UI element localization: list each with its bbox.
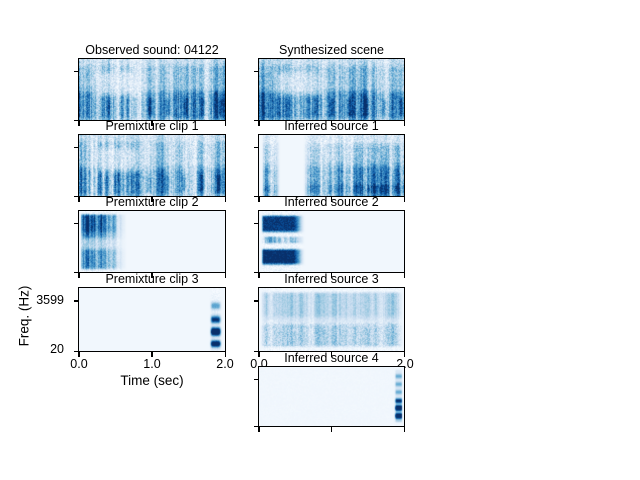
tick-mark (78, 352, 80, 357)
spectrogram-image (259, 367, 404, 426)
xtick-label-2.0: 2.0 (216, 357, 234, 371)
spectrogram-panel-inferred-source-2 (258, 210, 405, 273)
tick-mark (258, 121, 260, 126)
spectrogram-image (79, 211, 225, 272)
xtick-label-1.0: 1.0 (143, 357, 161, 371)
spectrogram-image (79, 59, 225, 120)
tick-mark (151, 352, 153, 357)
tick-mark (253, 378, 258, 380)
panel-title-inferred-source-3: Inferred source 3 (284, 272, 379, 286)
tick-mark (253, 146, 258, 149)
tick-mark (73, 222, 78, 225)
tick-mark (78, 273, 80, 278)
panel-title-premixture-clip-1: Premixture clip 1 (105, 119, 199, 133)
tick-mark (224, 352, 226, 357)
tick-mark (253, 119, 258, 121)
tick-mark (151, 121, 153, 126)
tick-mark (253, 195, 258, 197)
tick-mark (253, 271, 258, 273)
spectrogram-panel-observed-sound (78, 58, 226, 121)
tick-mark (253, 222, 258, 225)
tick-mark (73, 195, 78, 197)
spectrogram-panel-premixture-clip-3 (78, 287, 226, 352)
tick-mark (73, 70, 78, 73)
tick-mark (258, 352, 260, 357)
spectrogram-image (259, 211, 404, 272)
tick-mark (258, 427, 260, 432)
panel-title-inferred-source-1: Inferred source 1 (284, 119, 379, 133)
tick-mark (403, 427, 405, 432)
panel-title-premixture-clip-3: Premixture clip 3 (105, 272, 199, 286)
spectrogram-image (79, 135, 225, 196)
spectrogram-panel-inferred-source-1 (258, 134, 405, 197)
spectrogram-image (259, 288, 404, 351)
spectrogram-panel-inferred-source-3 (258, 287, 405, 352)
tick-mark (330, 121, 333, 126)
tick-mark (151, 197, 153, 202)
tick-mark (330, 352, 333, 357)
tick-mark (253, 70, 258, 73)
tick-mark (403, 273, 405, 278)
tick-mark (73, 271, 78, 273)
spectrogram-image (259, 135, 404, 196)
spectrogram-panel-premixture-clip-2 (78, 210, 226, 273)
tick-mark (151, 273, 153, 278)
ytick-label-20: 20 (50, 342, 64, 356)
spectrogram-panel-synthesized-scene (258, 58, 405, 121)
spectrogram-panel-premixture-clip-1 (78, 134, 226, 197)
tick-mark (253, 350, 258, 352)
tick-mark (330, 427, 333, 432)
tick-mark (73, 146, 78, 149)
panel-title-inferred-source-4: Inferred source 4 (284, 351, 379, 365)
panel-title-synthesized-scene: Synthesized scene (279, 43, 384, 57)
tick-mark (330, 197, 333, 202)
panel-title-inferred-source-2: Inferred source 2 (284, 195, 379, 209)
tick-mark (73, 119, 78, 121)
tick-mark (403, 121, 405, 126)
spectrogram-image (79, 288, 225, 351)
tick-mark (330, 273, 333, 278)
spectrogram-image (259, 59, 404, 120)
tick-mark (403, 352, 405, 357)
xtick-label-0.0: 0.0 (70, 357, 88, 371)
panel-title-observed-sound: Observed sound: 04122 (85, 43, 219, 57)
y-axis-label: Freq. (Hz) (16, 285, 32, 347)
tick-mark (224, 197, 226, 202)
panel-title-premixture-clip-2: Premixture clip 2 (105, 195, 199, 209)
spectrogram-panel-inferred-source-4 (258, 366, 405, 427)
tick-mark (253, 300, 258, 302)
ytick-label-3599: 3599 (36, 293, 64, 307)
tick-mark (78, 121, 80, 126)
tick-mark (258, 197, 260, 202)
tick-mark (224, 121, 226, 126)
x-axis-label: Time (sec) (120, 373, 184, 388)
tick-mark (253, 425, 258, 427)
tick-mark (258, 273, 260, 278)
tick-mark (224, 273, 226, 278)
tick-mark (73, 350, 78, 352)
tick-mark (78, 197, 80, 202)
tick-mark (403, 197, 405, 202)
tick-mark (73, 300, 78, 302)
